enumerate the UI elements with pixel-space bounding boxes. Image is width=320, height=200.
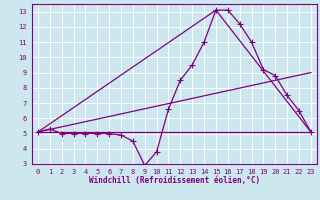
X-axis label: Windchill (Refroidissement éolien,°C): Windchill (Refroidissement éolien,°C) — [89, 176, 260, 185]
